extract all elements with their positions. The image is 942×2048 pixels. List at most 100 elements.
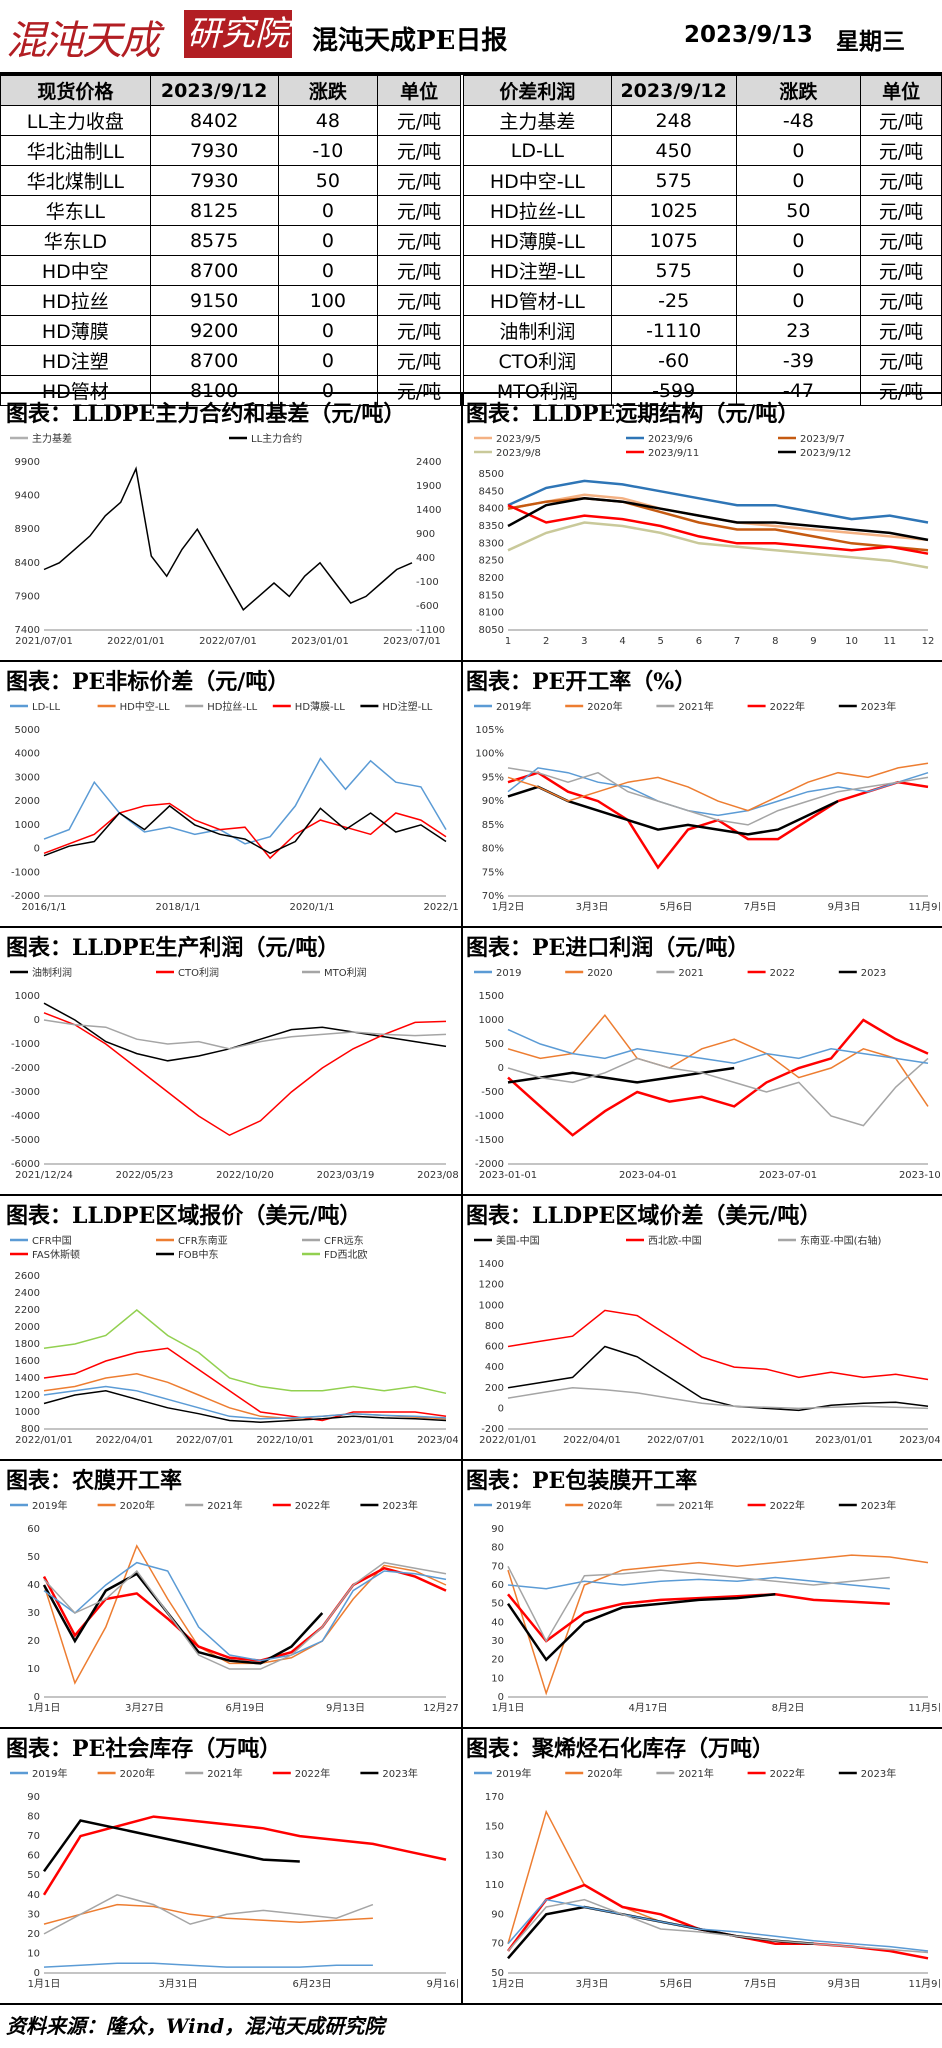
y-tick-label: 7900 bbox=[15, 591, 40, 602]
table-cell: 1075 bbox=[610, 225, 737, 256]
legend-label: 2020年 bbox=[120, 1499, 155, 1512]
x-tick-label: 5月6日 bbox=[660, 901, 693, 913]
y-tick-label: -1500 bbox=[475, 1135, 504, 1146]
table-cell: 50 bbox=[277, 165, 379, 196]
table-cell: 油制利润 bbox=[463, 315, 612, 346]
y-tick-label: 1200 bbox=[479, 1280, 504, 1291]
section-title-5: 图表：LLDPE生产利润（元/吨） bbox=[6, 935, 340, 961]
table-cell: 575 bbox=[610, 165, 737, 196]
series-line bbox=[507, 1593, 890, 1643]
legend-label: 2019 bbox=[496, 968, 521, 979]
table-row: HD中空 8700 0 元/吨 bbox=[0, 255, 461, 286]
section-title-6: 图表：PE进口利润（元/吨） bbox=[466, 935, 750, 961]
y-tick-label: 110 bbox=[485, 1880, 504, 1891]
spot-price-table: 现货价格 2023/9/12 涨跌 单位 LL主力收盘 8402 48 元/吨 华北油制LL 79… bbox=[0, 75, 461, 406]
x-tick-label: 11 bbox=[883, 636, 896, 647]
table-cell: -25 bbox=[610, 285, 737, 316]
column-divider bbox=[461, 392, 463, 2003]
source-footer: 资料来源：隆众，Wind，混沌天成研究院 bbox=[6, 2014, 385, 2038]
table-cell: 1025 bbox=[610, 195, 737, 226]
table-cell: 0 bbox=[277, 255, 379, 286]
x-tick-label: 9月13日 bbox=[326, 1702, 365, 1714]
y-tick-label: 60 bbox=[491, 1580, 504, 1591]
table-cell: 华北煤制LL bbox=[0, 165, 151, 196]
series-line bbox=[43, 757, 447, 845]
legend-label: 2020年 bbox=[587, 700, 622, 713]
y-tick-label: 200 bbox=[485, 1383, 504, 1394]
legend-label: 2020年 bbox=[587, 1767, 622, 1780]
legend-label: 2021年 bbox=[678, 700, 713, 713]
table-header: 价差利润 bbox=[463, 75, 612, 106]
legend-label: 2022年 bbox=[770, 1767, 805, 1780]
x-tick-label: 2016/1/1 bbox=[22, 902, 67, 913]
y-tick-label: 80% bbox=[482, 844, 504, 855]
legend-label: 2023/9/8 bbox=[496, 448, 541, 459]
y-tick-label: -3000 bbox=[11, 1087, 40, 1098]
y-tick-label: 8400 bbox=[15, 558, 40, 569]
y-tick-label: 400 bbox=[485, 1362, 504, 1373]
table-cell: 575 bbox=[610, 255, 737, 286]
legend-label: 2022年 bbox=[770, 700, 805, 713]
y-tick-label: 10 bbox=[27, 1948, 40, 1959]
legend-label: 2023/9/6 bbox=[648, 434, 693, 445]
legend-label: 2023 bbox=[861, 968, 886, 979]
table-row: LD-LL 450 0 元/吨 bbox=[463, 135, 942, 166]
y-tick-label: 8050 bbox=[479, 625, 504, 636]
x-tick-label: 2023/04/01 bbox=[417, 1435, 458, 1446]
y-tick-label: 50 bbox=[491, 1968, 504, 1979]
table-cell: 0 bbox=[277, 225, 379, 256]
series-line bbox=[507, 1018, 929, 1137]
legend-label: 2019年 bbox=[32, 1767, 67, 1780]
x-tick-label: 1月1日 bbox=[492, 1702, 525, 1714]
report-header: 混沌天成 研究院 混沌天成PE日报 2023/9/13 星期三 bbox=[0, 0, 942, 73]
table-cell: HD薄膜 bbox=[0, 315, 151, 346]
x-tick-label: 2023/04/01 bbox=[899, 1435, 940, 1446]
table-cell: 9150 bbox=[149, 285, 279, 316]
y-tick-label: 2600 bbox=[15, 1271, 40, 1282]
header-divider bbox=[0, 72, 942, 75]
x-tick-label: 1月1日 bbox=[28, 1702, 61, 1714]
series-line bbox=[43, 1903, 373, 1925]
y-tick-label: 50 bbox=[491, 1599, 504, 1610]
x-tick-label: 1月2日 bbox=[492, 901, 525, 913]
table-cell: -47 bbox=[735, 375, 862, 406]
series-line bbox=[507, 1898, 929, 1954]
table-row: 油制利润 -1110 23 元/吨 bbox=[463, 315, 942, 346]
series-line bbox=[43, 1561, 447, 1670]
y-tick-label: 8900 bbox=[15, 524, 40, 535]
x-tick-label: 2022/07/01 bbox=[176, 1435, 234, 1446]
y-tick-label: 1000 bbox=[15, 820, 40, 831]
table-cell: 元/吨 bbox=[860, 375, 942, 406]
series-line bbox=[507, 1057, 929, 1127]
table-cell: HD拉丝 bbox=[0, 285, 151, 316]
x-tick-label: 8 bbox=[772, 636, 778, 647]
chart-agri-film-rate: 2019年 2020年 2021年 2022年 2023年 60 50 40 30 20 10 01月… bbox=[10, 1499, 458, 1714]
series-line bbox=[43, 1002, 447, 1062]
table-cell: HD拉丝-LL bbox=[463, 195, 612, 226]
legend-label: FOB中东 bbox=[178, 1248, 218, 1261]
y-tick-label: 30 bbox=[27, 1608, 40, 1619]
table-cell: 元/吨 bbox=[377, 195, 461, 226]
y-tick-label: 7400 bbox=[15, 625, 40, 636]
y-right-tick-label: -600 bbox=[416, 601, 439, 612]
x-tick-label: 1月2日 bbox=[492, 1978, 525, 1990]
x-tick-label: 3月31日 bbox=[158, 1978, 197, 1990]
y-tick-label: 75% bbox=[482, 867, 504, 878]
y-tick-label: 1400 bbox=[15, 1373, 40, 1384]
table-row: 华东LD 8575 0 元/吨 bbox=[0, 225, 461, 256]
x-tick-label: 2023/01/01 bbox=[291, 636, 349, 647]
table-cell: 华东LD bbox=[0, 225, 151, 256]
x-tick-label: 6月19日 bbox=[225, 1702, 264, 1714]
series-line bbox=[43, 1893, 374, 1935]
section-title-9: 图表：农膜开工率 bbox=[6, 1468, 183, 1494]
x-tick-label: 6 bbox=[696, 636, 702, 647]
x-tick-label: 2018/1/1 bbox=[156, 902, 201, 913]
table-cell: 8700 bbox=[149, 255, 279, 286]
y-tick-label: 1600 bbox=[15, 1356, 40, 1367]
chart-pe-social-inventory: 2019年 2020年 2021年 2022年 2023年 90 80 70 60 50 40 30 2… bbox=[10, 1767, 458, 1990]
series-line bbox=[507, 1345, 929, 1412]
table-cell: 50 bbox=[735, 195, 862, 226]
x-tick-label: 11月5日 bbox=[908, 1702, 940, 1714]
chart-polyolefin-inventory: 2019年 2020年 2021年 2022年 2023年 170 150 130 110 90 7… bbox=[474, 1767, 940, 1990]
y-tick-label: 1500 bbox=[479, 991, 504, 1002]
